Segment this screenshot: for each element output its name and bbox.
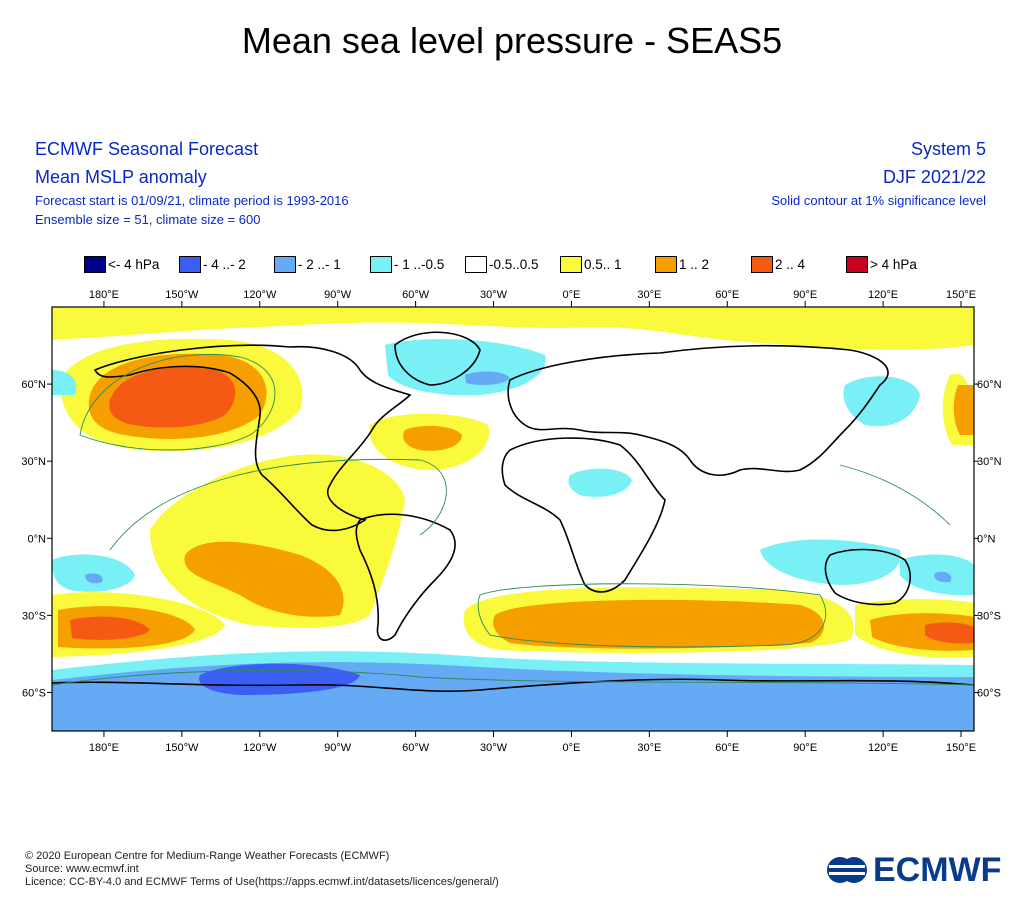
lon-label: 60°E xyxy=(715,742,739,754)
page-title: Mean sea level pressure - SEAS5 xyxy=(241,20,783,61)
legend-swatch xyxy=(655,255,677,273)
lon-label: 30°E xyxy=(637,289,661,301)
nw-pacific-negative-anomaly xyxy=(843,376,920,427)
legend-label: - 4 ..- 2 xyxy=(203,256,246,272)
ecmwf-logo-icon xyxy=(827,857,867,883)
forecast-start: Forecast start is 01/09/21, climate peri… xyxy=(35,193,349,208)
color-legend: <- 4 hPa - 4 ..- 2 - 2 ..- 1 - 1 ..-0.5 … xyxy=(0,254,1024,276)
antarctica-coast xyxy=(52,678,974,692)
lon-label: 150°W xyxy=(165,742,199,754)
legend-swatch xyxy=(751,255,773,273)
lat-label: 60°S xyxy=(977,687,1001,699)
legend-swatch xyxy=(370,255,392,273)
legend-label: 0.5.. 1 xyxy=(584,256,622,272)
eurasia-coast xyxy=(507,344,889,476)
lon-label: 60°W xyxy=(402,289,430,301)
coastlines xyxy=(52,331,974,692)
legend-item: 2 .. 4 xyxy=(751,254,805,274)
system-label: System 5 xyxy=(910,139,986,159)
forecast-variable: Mean MSLP anomaly xyxy=(35,167,207,187)
lon-label: 30°W xyxy=(480,742,508,754)
lon-label: 0°E xyxy=(563,289,581,301)
lon-label: 150°W xyxy=(165,289,199,301)
legend-item: - 1 ..-0.5 xyxy=(370,254,444,274)
australia-coast xyxy=(824,548,911,606)
lat-label: 30°N xyxy=(977,456,1002,468)
legend-item: 1 .. 2 xyxy=(655,254,709,274)
lon-label: 150°E xyxy=(946,742,976,754)
lon-label: 180°E xyxy=(89,289,119,301)
lon-label: 90°E xyxy=(793,289,817,301)
legend-label: <- 4 hPa xyxy=(108,256,160,272)
legend-swatch xyxy=(846,255,868,273)
lon-label: 120°W xyxy=(243,742,277,754)
ecmwf-logo: ECMWF xyxy=(825,850,1002,889)
lon-label: 60°W xyxy=(402,742,430,754)
legend-swatch xyxy=(560,255,582,273)
legend-item: - 2 ..- 1 xyxy=(274,254,341,274)
map-axis-labels: 180°E 180°E 150°W 150°W 120°W 120°W 90°W 90°W 60… xyxy=(21,289,1001,754)
lat-label: 0°N xyxy=(977,533,996,545)
map-fields xyxy=(52,307,974,731)
legend-label: - 2 ..- 1 xyxy=(298,256,341,272)
legend-swatch xyxy=(179,255,201,273)
legend-item: -0.5..0.5 xyxy=(465,254,539,274)
legend-label: 1 .. 2 xyxy=(679,256,710,272)
lon-label: 30°W xyxy=(480,289,508,301)
lon-label: 90°W xyxy=(324,742,352,754)
lon-label: 120°E xyxy=(868,289,898,301)
north-america-coast xyxy=(93,344,412,532)
south-pacific-positive-anomaly xyxy=(150,454,405,628)
header-left: ECMWF Seasonal Forecast Mean MSLP anomal… xyxy=(35,135,349,229)
lon-label: 0°E xyxy=(563,742,581,754)
lon-label: 60°E xyxy=(715,289,739,301)
legend-swatch xyxy=(274,255,296,273)
lon-label: 120°W xyxy=(243,289,277,301)
lat-label: 0°N xyxy=(28,533,47,545)
licence: Licence: CC-BY-4.0 and ECMWF Terms of Us… xyxy=(25,876,499,888)
legend-label: > 4 hPa xyxy=(870,256,917,272)
lon-label: 90°E xyxy=(793,742,817,754)
significance-note: Solid contour at 1% significance level xyxy=(771,193,986,208)
source: Source: www.ecmwf.int xyxy=(25,863,139,875)
season-label: DJF 2021/22 xyxy=(882,167,986,187)
lat-label: 30°S xyxy=(977,610,1001,622)
lat-label: 60°N xyxy=(21,379,46,391)
lon-label: 90°W xyxy=(324,289,352,301)
anomaly-map: 180°E 180°E 150°W 150°W 120°W 120°W 90°W 90°W 60… xyxy=(21,289,1001,754)
south-america-coast xyxy=(355,513,456,641)
lon-label: 180°E xyxy=(89,742,119,754)
copyright: © 2020 European Centre for Medium-Range … xyxy=(25,850,390,862)
africa-coast xyxy=(501,437,666,593)
legend-item: <- 4 hPa xyxy=(84,254,159,274)
ensemble-size: Ensemble size = 51, climate size = 600 xyxy=(35,212,261,227)
legend-item: 0.5.. 1 xyxy=(560,254,622,274)
map-frame xyxy=(51,306,975,732)
lon-label: 120°E xyxy=(868,742,898,754)
lat-label: 60°S xyxy=(22,687,46,699)
legend-item: > 4 hPa xyxy=(846,254,917,274)
lat-label: 30°S xyxy=(22,610,46,622)
lat-label: 30°N xyxy=(21,456,46,468)
lon-label: 30°E xyxy=(637,742,661,754)
legend-label: -0.5..0.5 xyxy=(489,256,539,272)
lat-label: 60°N xyxy=(977,379,1002,391)
legend-label: - 1 ..-0.5 xyxy=(394,256,445,272)
lon-label: 150°E xyxy=(946,289,976,301)
greenland-coast xyxy=(394,331,481,386)
legend-item: - 4 ..- 2 xyxy=(179,254,246,274)
ecmwf-logo-text: ECMWF xyxy=(873,850,1002,889)
footer: © 2020 European Centre for Medium-Range … xyxy=(25,850,499,889)
legend-swatch xyxy=(465,255,487,273)
significance-contours xyxy=(52,353,974,686)
arctic-positive-anomaly xyxy=(52,307,974,350)
header-right: System 5 DJF 2021/22 Solid contour at 1%… xyxy=(771,135,986,210)
legend-swatch xyxy=(84,255,106,273)
legend-label: 2 .. 4 xyxy=(775,256,806,272)
forecast-product: ECMWF Seasonal Forecast xyxy=(35,139,259,159)
